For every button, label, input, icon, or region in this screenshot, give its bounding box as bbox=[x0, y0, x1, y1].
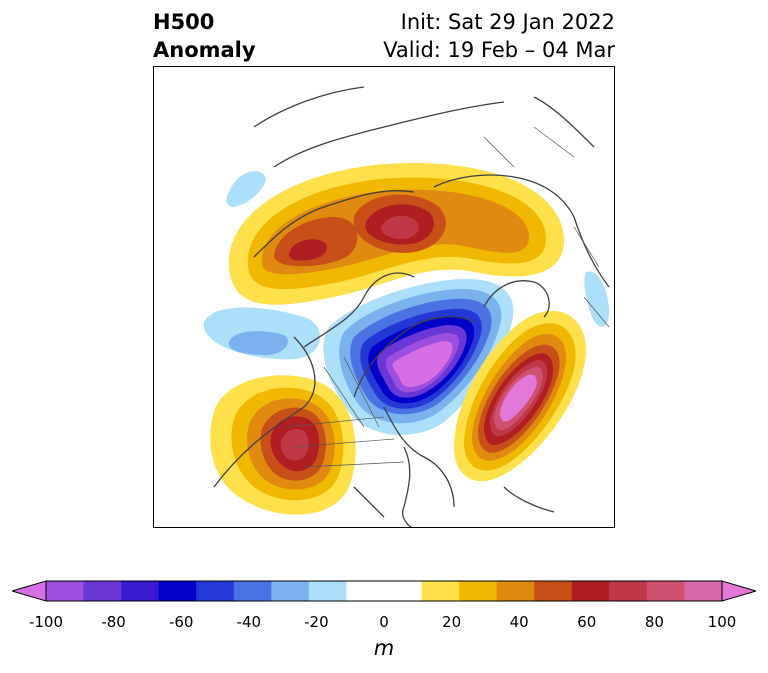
colorbar-min-extension bbox=[12, 580, 47, 602]
border-outlines bbox=[283, 126, 610, 468]
west-na-positive-anomaly bbox=[210, 375, 356, 515]
colorbar-segment bbox=[83, 581, 122, 601]
colorbar-segment bbox=[459, 581, 498, 601]
colorbar-tick-label: 80 bbox=[644, 613, 664, 631]
canada-negative-anomaly bbox=[323, 278, 514, 435]
colorbar-segment bbox=[609, 581, 648, 601]
colorbar-tick-label: -80 bbox=[101, 613, 126, 631]
colorbar-tick-label: 20 bbox=[442, 613, 462, 631]
atlantic-positive-anomaly bbox=[454, 310, 586, 482]
colorbar-tick-label: -60 bbox=[168, 613, 194, 631]
colorbar-segment bbox=[121, 581, 160, 601]
map-svg bbox=[203, 86, 610, 527]
colorbar-segment bbox=[196, 581, 235, 601]
arctic-positive-anomaly bbox=[228, 162, 565, 305]
colorbar-segment bbox=[46, 581, 85, 601]
init-date: Init: Sat 29 Jan 2022 bbox=[400, 10, 615, 34]
anomaly-map bbox=[153, 66, 615, 528]
colorbar-tick-label: 100 bbox=[707, 613, 737, 631]
colorbar-segment bbox=[421, 581, 460, 601]
colorbar-segment bbox=[496, 581, 535, 601]
pacific-negative-anomaly bbox=[203, 171, 609, 360]
colorbar-segment bbox=[684, 581, 723, 601]
colorbar-segment bbox=[308, 581, 347, 601]
colorbar-segment bbox=[271, 581, 310, 601]
colorbar-segment bbox=[233, 581, 272, 601]
colorbar-unit-label: m bbox=[373, 636, 395, 660]
title-right: Init: Sat 29 Jan 2022 Valid: 19 Feb – 04… bbox=[383, 8, 615, 64]
colorbar-max-extension bbox=[721, 580, 756, 602]
colorbar-segment bbox=[346, 581, 385, 601]
colorbar-segment bbox=[384, 581, 423, 601]
coastline-outlines bbox=[213, 86, 610, 527]
colorbar-segment bbox=[571, 581, 610, 601]
valid-range: Valid: 19 Feb – 04 Mar bbox=[383, 38, 615, 62]
colorbar-segment bbox=[534, 581, 573, 601]
colorbar-outline bbox=[45, 580, 723, 602]
colorbar-tick-label: 60 bbox=[577, 613, 597, 631]
title-variable: H500 bbox=[153, 10, 215, 34]
colorbar-tick-label: 0 bbox=[379, 613, 389, 631]
colorbar-segment bbox=[158, 581, 197, 601]
colorbar-tick-label: -20 bbox=[304, 613, 329, 631]
title-left: H500 Anomaly bbox=[153, 8, 256, 64]
colorbar-tick-label: -40 bbox=[236, 613, 262, 631]
colorbar-tick-label: -100 bbox=[28, 613, 64, 631]
colorbar-tick-label: 40 bbox=[509, 613, 529, 631]
colorbar bbox=[12, 580, 756, 602]
title-type: Anomaly bbox=[153, 38, 256, 62]
colorbar-segment bbox=[646, 581, 685, 601]
